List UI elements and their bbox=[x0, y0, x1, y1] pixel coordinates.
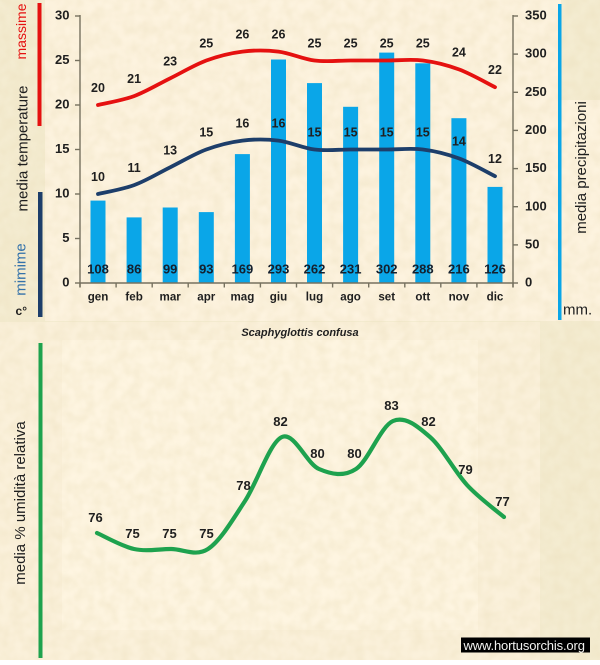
svg-text:www.hortusorchis.org: www.hortusorchis.org bbox=[463, 638, 585, 653]
svg-text:24: 24 bbox=[452, 45, 466, 59]
svg-text:26: 26 bbox=[235, 28, 249, 42]
svg-text:25: 25 bbox=[416, 37, 430, 51]
svg-text:21: 21 bbox=[127, 72, 141, 86]
svg-text:mag: mag bbox=[230, 291, 254, 304]
svg-text:5: 5 bbox=[62, 230, 69, 245]
svg-text:200: 200 bbox=[525, 122, 547, 137]
svg-text:262: 262 bbox=[304, 262, 326, 277]
svg-text:20: 20 bbox=[91, 81, 105, 95]
svg-text:22: 22 bbox=[488, 63, 502, 77]
svg-text:83: 83 bbox=[384, 398, 398, 413]
svg-text:11: 11 bbox=[127, 161, 140, 175]
svg-text:c°: c° bbox=[16, 304, 28, 318]
svg-text:30: 30 bbox=[55, 8, 69, 23]
svg-text:25: 25 bbox=[55, 52, 69, 67]
svg-text:250: 250 bbox=[525, 84, 547, 99]
svg-text:mm.: mm. bbox=[563, 302, 592, 319]
svg-text:15: 15 bbox=[344, 126, 358, 140]
svg-text:216: 216 bbox=[448, 262, 470, 277]
svg-text:16: 16 bbox=[235, 117, 249, 131]
svg-text:75: 75 bbox=[125, 526, 139, 541]
svg-text:288: 288 bbox=[412, 262, 434, 277]
svg-text:75: 75 bbox=[162, 526, 176, 541]
svg-text:set: set bbox=[378, 291, 395, 304]
svg-text:10: 10 bbox=[91, 170, 105, 184]
svg-text:75: 75 bbox=[199, 526, 213, 541]
svg-text:12: 12 bbox=[488, 152, 502, 166]
svg-text:mar: mar bbox=[160, 291, 182, 304]
svg-text:gen: gen bbox=[88, 291, 109, 304]
svg-text:16: 16 bbox=[272, 117, 286, 131]
svg-text:giu: giu bbox=[270, 291, 287, 304]
svg-text:15: 15 bbox=[55, 141, 69, 156]
svg-text:300: 300 bbox=[525, 46, 547, 61]
svg-text:79: 79 bbox=[458, 462, 472, 477]
svg-text:media precipitazioni: media precipitazioni bbox=[573, 101, 590, 234]
svg-text:15: 15 bbox=[380, 126, 394, 140]
svg-text:50: 50 bbox=[525, 237, 539, 252]
svg-text:25: 25 bbox=[344, 37, 358, 51]
svg-text:ott: ott bbox=[415, 291, 430, 304]
svg-text:10: 10 bbox=[55, 186, 69, 201]
svg-text:15: 15 bbox=[416, 126, 430, 140]
svg-text:100: 100 bbox=[525, 198, 547, 213]
svg-text:15: 15 bbox=[199, 126, 213, 140]
svg-text:78: 78 bbox=[236, 478, 250, 493]
svg-text:76: 76 bbox=[88, 510, 102, 525]
svg-text:82: 82 bbox=[273, 414, 287, 429]
svg-text:0: 0 bbox=[525, 275, 532, 290]
svg-text:13: 13 bbox=[163, 143, 177, 157]
svg-text:14: 14 bbox=[452, 134, 466, 148]
svg-text:Scaphyglottis confusa: Scaphyglottis confusa bbox=[241, 327, 358, 339]
svg-text:nov: nov bbox=[449, 291, 470, 304]
svg-text:media temperature: media temperature bbox=[15, 86, 32, 212]
svg-text:108: 108 bbox=[87, 262, 109, 277]
svg-text:23: 23 bbox=[163, 54, 177, 68]
svg-text:293: 293 bbox=[268, 262, 290, 277]
svg-text:302: 302 bbox=[376, 262, 398, 277]
svg-text:lug: lug bbox=[306, 291, 323, 304]
svg-text:80: 80 bbox=[347, 446, 361, 461]
svg-text:ago: ago bbox=[340, 291, 361, 304]
svg-text:feb: feb bbox=[125, 291, 142, 304]
svg-text:77: 77 bbox=[495, 494, 509, 509]
svg-text:25: 25 bbox=[308, 37, 322, 51]
svg-text:mimime: mimime bbox=[13, 243, 30, 296]
svg-text:apr: apr bbox=[197, 291, 216, 304]
svg-text:231: 231 bbox=[340, 262, 362, 277]
svg-text:20: 20 bbox=[55, 97, 69, 112]
svg-text:media % umidità relativa: media % umidità relativa bbox=[12, 421, 29, 585]
svg-text:26: 26 bbox=[272, 28, 286, 42]
svg-text:350: 350 bbox=[525, 8, 547, 23]
svg-text:dic: dic bbox=[487, 291, 504, 304]
svg-text:150: 150 bbox=[525, 160, 547, 175]
svg-text:massime: massime bbox=[13, 3, 29, 59]
svg-text:99: 99 bbox=[163, 262, 177, 277]
svg-text:0: 0 bbox=[62, 275, 69, 290]
svg-text:80: 80 bbox=[310, 446, 324, 461]
svg-text:169: 169 bbox=[232, 262, 254, 277]
svg-text:82: 82 bbox=[421, 414, 435, 429]
svg-text:25: 25 bbox=[380, 37, 394, 51]
svg-text:93: 93 bbox=[199, 262, 213, 277]
svg-text:25: 25 bbox=[199, 37, 213, 51]
svg-text:15: 15 bbox=[308, 126, 322, 140]
svg-text:126: 126 bbox=[484, 262, 506, 277]
svg-text:86: 86 bbox=[127, 262, 141, 277]
